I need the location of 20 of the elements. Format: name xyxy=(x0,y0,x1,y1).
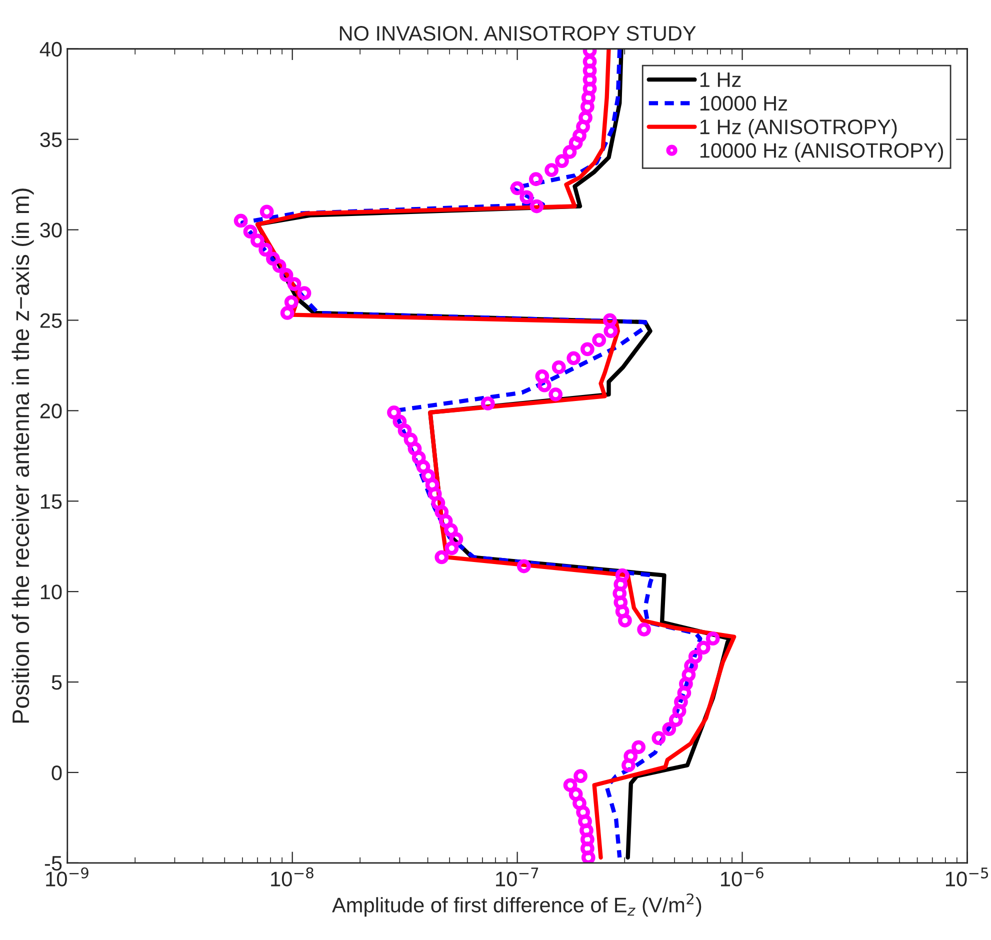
y-tick-label: 10 xyxy=(40,584,62,600)
x-tick-label: 10$^{−8}$ xyxy=(271,867,314,886)
y-tick-label: 0 xyxy=(52,765,62,780)
x-tick-label: 10$^{−6}$ xyxy=(721,867,764,886)
legend-label: 1 Hz (ANISOTROPY) xyxy=(700,118,897,138)
y-tick-label: 30 xyxy=(40,222,62,238)
legend-label: 10000 Hz xyxy=(700,96,788,111)
y-tick-label: 15 xyxy=(40,494,62,509)
x-tick-label: 10$^{−5}$ xyxy=(946,868,988,886)
x-tick-label: 10$^{−7}$ xyxy=(496,868,538,886)
y-axis-title: Position of the receiver antenna in the z−axis (in m) xyxy=(12,188,34,723)
y-tick-label: 35 xyxy=(40,132,62,148)
legend-label: 1 Hz xyxy=(700,72,741,87)
y-tick-label: 5 xyxy=(52,675,62,690)
y-tick-label: 40 xyxy=(40,42,62,57)
y-tick-label: 20 xyxy=(40,404,62,418)
chart-title: NO INVASION. ANISOTROPY STUDY xyxy=(340,26,696,41)
y-tick-label: 25 xyxy=(40,313,62,328)
x-axis-title: Amplitude of first difference of E$_{z}$ (V/m$^{2}$) xyxy=(332,893,702,917)
legend-label: 10000 Hz (ANISOTROPY) xyxy=(700,142,944,162)
